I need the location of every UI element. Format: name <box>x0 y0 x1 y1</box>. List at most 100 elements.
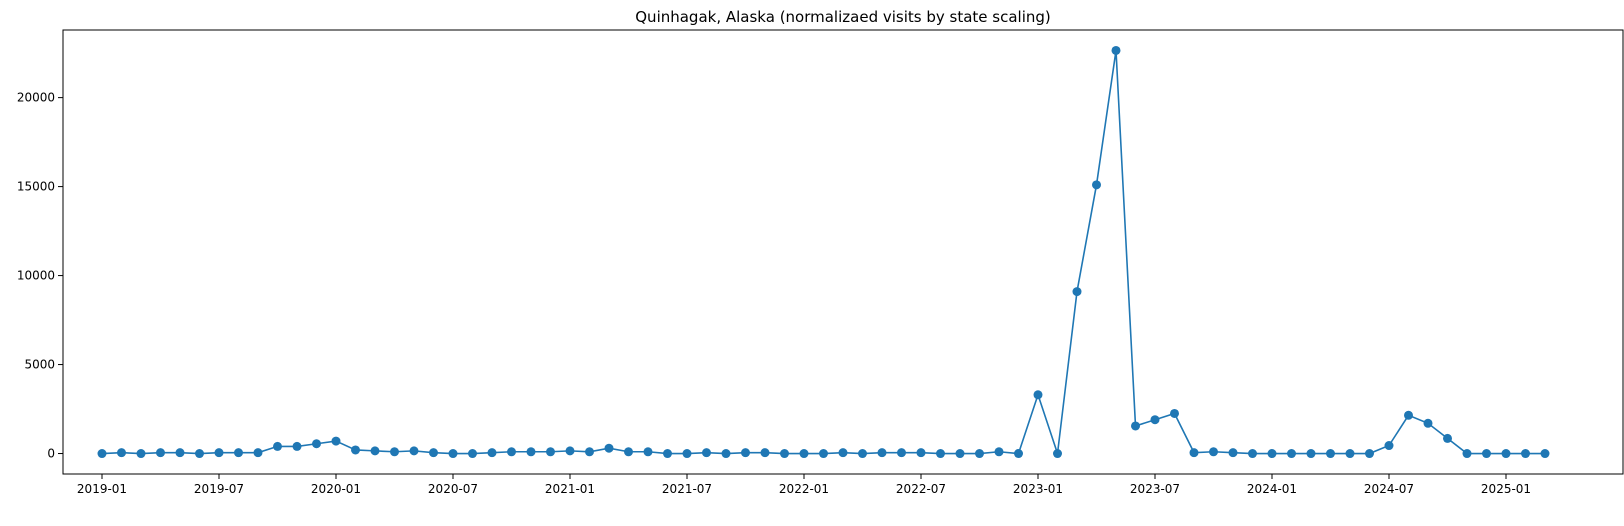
data-point <box>897 448 906 458</box>
data-point <box>1482 449 1491 459</box>
x-tick-label: 2023-07 <box>1130 482 1180 496</box>
y-axis: 0 5000 10000 15000 20000 <box>17 91 63 461</box>
data-point <box>1131 421 1140 431</box>
data-point <box>702 448 711 458</box>
data-point <box>1462 449 1472 459</box>
y-tick-label: 10000 <box>17 269 55 283</box>
data-point <box>741 448 750 458</box>
data-point <box>780 449 789 459</box>
data-point <box>1228 448 1238 458</box>
data-point <box>253 448 263 458</box>
plot-frame <box>62 29 1624 475</box>
data-point <box>136 449 146 459</box>
data-point <box>1326 449 1335 459</box>
data-point <box>1150 415 1160 425</box>
data-point <box>1209 447 1218 457</box>
data-point <box>604 443 614 453</box>
data-point <box>1540 449 1550 459</box>
data-point <box>1072 287 1082 297</box>
data-point <box>916 448 926 458</box>
x-tick-label: 2023-01 <box>1013 482 1063 496</box>
data-point <box>1189 448 1199 458</box>
y-tick-label: 0 <box>47 447 55 461</box>
data-point <box>760 448 770 458</box>
data-point <box>721 449 731 459</box>
data-point <box>1287 449 1296 459</box>
x-axis: 2019-01 2019-07 2020-01 2020-07 2021-01 2021-… <box>77 474 1531 496</box>
data-point <box>273 441 282 451</box>
data-point <box>1384 441 1394 451</box>
x-tick-label: 2021-01 <box>545 482 595 496</box>
data-point <box>390 447 399 457</box>
data-point <box>682 449 692 459</box>
x-tick-label: 2022-01 <box>779 482 829 496</box>
y-tick-label: 15000 <box>17 180 55 194</box>
data-point <box>1521 449 1530 459</box>
data-point <box>507 447 516 457</box>
data-point <box>1033 390 1043 400</box>
data-point <box>351 445 360 455</box>
data-point <box>234 448 243 458</box>
data-point <box>370 446 380 456</box>
data-point <box>331 436 341 446</box>
data-point <box>1053 449 1062 459</box>
data-point <box>975 449 984 459</box>
data-point <box>292 441 302 451</box>
x-tick-label: 2020-01 <box>311 482 361 496</box>
data-point <box>1365 449 1374 459</box>
y-tick-label: 5000 <box>24 358 55 372</box>
x-tick-label: 2025-01 <box>1481 482 1531 496</box>
data-point <box>195 449 204 459</box>
data-point <box>97 449 107 459</box>
data-point <box>429 448 438 458</box>
data-point <box>955 449 965 459</box>
series-line <box>101 50 1545 455</box>
data-point <box>448 449 458 459</box>
data-point <box>468 449 477 459</box>
x-tick-label: 2020-07 <box>428 482 478 496</box>
data-point <box>585 447 594 457</box>
data-point <box>1267 449 1277 459</box>
data-point <box>312 439 321 449</box>
chart-title: Quinhagak, Alaska (normalizaed visits by… <box>635 8 1051 26</box>
data-point <box>156 448 165 458</box>
data-point <box>1404 410 1413 420</box>
data-point <box>838 448 848 458</box>
data-point <box>546 447 555 457</box>
x-tick-label: 2024-01 <box>1247 482 1297 496</box>
data-point <box>819 449 828 459</box>
data-point <box>1501 449 1511 459</box>
data-point <box>409 446 419 456</box>
data-point <box>117 448 126 458</box>
y-tick-label: 20000 <box>17 91 55 105</box>
data-point <box>1170 408 1179 418</box>
data-point <box>1345 449 1355 459</box>
data-point <box>624 447 633 457</box>
data-point <box>526 447 536 457</box>
x-tick-label: 2024-07 <box>1364 482 1414 496</box>
data-point <box>1014 449 1023 459</box>
data-point <box>1248 449 1257 459</box>
data-point <box>565 446 575 456</box>
data-point <box>1111 45 1121 55</box>
data-point <box>858 449 867 459</box>
data-point <box>994 447 1004 457</box>
x-tick-label: 2019-01 <box>77 482 127 496</box>
x-tick-label: 2022-07 <box>896 482 946 496</box>
data-point <box>1306 449 1316 459</box>
data-point <box>1423 418 1433 428</box>
data-point <box>643 447 653 457</box>
x-tick-label: 2019-07 <box>194 482 244 496</box>
data-point <box>799 449 809 459</box>
x-tick-label: 2021-07 <box>662 482 712 496</box>
data-point <box>663 449 672 459</box>
data-point <box>487 448 497 458</box>
data-point <box>1443 433 1452 443</box>
data-point <box>1092 180 1101 190</box>
series-points <box>97 45 1550 459</box>
data-point <box>214 448 224 458</box>
data-point <box>936 449 945 459</box>
data-point <box>877 448 887 458</box>
data-point <box>175 448 185 458</box>
